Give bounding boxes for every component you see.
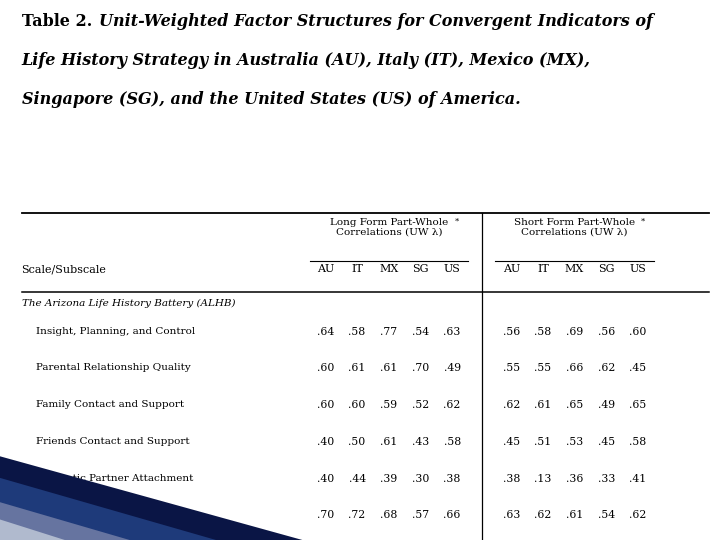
Text: .63: .63 xyxy=(503,510,520,521)
Text: US: US xyxy=(629,264,647,274)
Text: .52: .52 xyxy=(412,400,429,410)
Text: .30: .30 xyxy=(412,474,429,484)
Polygon shape xyxy=(0,456,302,540)
Text: AU: AU xyxy=(317,264,334,274)
Text: .77: .77 xyxy=(380,327,397,337)
Text: *: * xyxy=(641,218,645,226)
Text: Life History Strategy in Australia (AU), Italy (IT), Mexico (MX),: Life History Strategy in Australia (AU),… xyxy=(22,52,590,69)
Text: .59: .59 xyxy=(380,400,397,410)
Text: .62: .62 xyxy=(503,400,520,410)
Text: .64: .64 xyxy=(317,327,334,337)
Text: .62: .62 xyxy=(534,510,552,521)
Text: .53: .53 xyxy=(566,437,583,447)
Text: .62: .62 xyxy=(598,363,615,374)
Text: .49: .49 xyxy=(444,363,461,374)
Text: .44: .44 xyxy=(348,474,366,484)
Polygon shape xyxy=(0,519,65,540)
Text: .40: .40 xyxy=(317,437,334,447)
Text: .65: .65 xyxy=(566,400,583,410)
Text: .45: .45 xyxy=(503,437,520,447)
Text: .70: .70 xyxy=(412,363,429,374)
Text: .60: .60 xyxy=(317,400,334,410)
Text: SG: SG xyxy=(413,264,428,274)
Text: .62: .62 xyxy=(444,400,461,410)
Text: .61: .61 xyxy=(534,400,552,410)
Text: .39: .39 xyxy=(380,474,397,484)
Text: .60: .60 xyxy=(629,327,647,337)
Text: .66: .66 xyxy=(444,510,461,521)
Text: SG: SG xyxy=(598,264,614,274)
Text: The Arizona Life History Battery (ALHB): The Arizona Life History Battery (ALHB) xyxy=(22,299,235,308)
Text: Long Form Part-Whole
Correlations (UW λ): Long Form Part-Whole Correlations (UW λ) xyxy=(330,218,448,237)
Polygon shape xyxy=(0,478,216,540)
Text: .58: .58 xyxy=(444,437,461,447)
Text: .61: .61 xyxy=(380,437,397,447)
Text: .38: .38 xyxy=(444,474,461,484)
Text: .61: .61 xyxy=(566,510,583,521)
Text: .33: .33 xyxy=(598,474,615,484)
Text: .57: .57 xyxy=(412,510,429,521)
Text: .54: .54 xyxy=(598,510,615,521)
Text: Singapore (SG), and the United States (US) of America.: Singapore (SG), and the United States (U… xyxy=(22,91,521,108)
Text: *: * xyxy=(455,218,459,226)
Text: Romantic Partner Attachment: Romantic Partner Attachment xyxy=(36,474,194,483)
Text: General Altruism: General Altruism xyxy=(36,510,126,519)
Text: .63: .63 xyxy=(444,327,461,337)
Text: .13: .13 xyxy=(534,474,552,484)
Text: Family Contact and Support: Family Contact and Support xyxy=(36,400,184,409)
Text: Insight, Planning, and Control: Insight, Planning, and Control xyxy=(36,327,195,336)
Text: Unit-Weighted Factor Structures for Convergent Indicators of: Unit-Weighted Factor Structures for Conv… xyxy=(99,14,652,30)
Text: Parental Relationship Quality: Parental Relationship Quality xyxy=(36,363,191,373)
Text: .62: .62 xyxy=(629,510,647,521)
Text: Table 2.: Table 2. xyxy=(22,14,97,30)
Polygon shape xyxy=(0,502,130,540)
Text: .40: .40 xyxy=(317,474,334,484)
Text: .41: .41 xyxy=(629,474,647,484)
Text: .55: .55 xyxy=(503,363,520,374)
Text: .45: .45 xyxy=(629,363,647,374)
Text: Scale/Subscale: Scale/Subscale xyxy=(22,264,107,274)
Text: Friends Contact and Support: Friends Contact and Support xyxy=(36,437,189,446)
Text: .70: .70 xyxy=(317,510,334,521)
Text: IT: IT xyxy=(537,264,549,274)
Text: .56: .56 xyxy=(598,327,615,337)
Text: MX: MX xyxy=(565,264,584,274)
Text: .58: .58 xyxy=(629,437,647,447)
Text: .56: .56 xyxy=(503,327,520,337)
Text: .51: .51 xyxy=(534,437,552,447)
Text: .55: .55 xyxy=(534,363,552,374)
Text: .72: .72 xyxy=(348,510,366,521)
Text: Short Form Part-Whole
Correlations (UW λ): Short Form Part-Whole Correlations (UW λ… xyxy=(514,218,635,237)
Text: US: US xyxy=(444,264,461,274)
Text: AU: AU xyxy=(503,264,520,274)
Text: .69: .69 xyxy=(566,327,583,337)
Text: .36: .36 xyxy=(566,474,583,484)
Text: .58: .58 xyxy=(534,327,552,337)
Text: .49: .49 xyxy=(598,400,615,410)
Text: .60: .60 xyxy=(317,363,334,374)
Text: .65: .65 xyxy=(629,400,647,410)
Text: .38: .38 xyxy=(503,474,520,484)
Text: .68: .68 xyxy=(380,510,397,521)
Text: .61: .61 xyxy=(348,363,366,374)
Text: .54: .54 xyxy=(412,327,429,337)
Text: MX: MX xyxy=(379,264,398,274)
Text: .43: .43 xyxy=(412,437,429,447)
Text: .60: .60 xyxy=(348,400,366,410)
Text: .58: .58 xyxy=(348,327,366,337)
Text: .66: .66 xyxy=(566,363,583,374)
Text: .61: .61 xyxy=(380,363,397,374)
Text: .45: .45 xyxy=(598,437,615,447)
Text: IT: IT xyxy=(351,264,363,274)
Text: .50: .50 xyxy=(348,437,366,447)
